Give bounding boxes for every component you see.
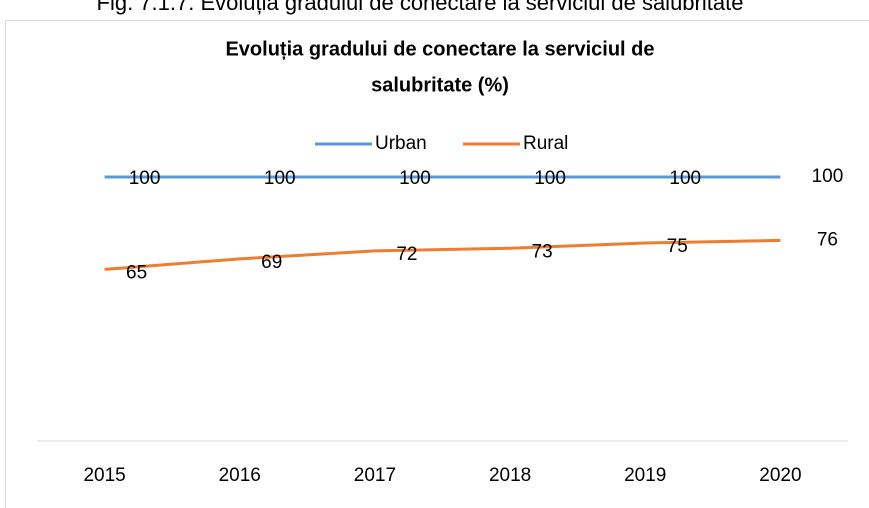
- data-label: 75: [667, 236, 688, 257]
- data-label: 100: [129, 168, 161, 189]
- x-tick-label: 2018: [489, 465, 531, 486]
- caption: Fig. 7.1.7. Evoluția gradului de conecta…: [97, 0, 744, 15]
- line-series: [104, 238, 781, 271]
- chart-border: [5, 20, 869, 508]
- data-label: 76: [817, 229, 838, 250]
- data-label: 100: [812, 166, 844, 187]
- data-label: 65: [126, 262, 147, 283]
- legend-label: Rural: [523, 133, 568, 154]
- data-label: 100: [669, 168, 701, 189]
- x-tick-label: 2016: [219, 465, 261, 486]
- data-label: 73: [532, 241, 553, 262]
- data-label: 69: [261, 252, 282, 273]
- x-tick-label: 2019: [624, 465, 666, 486]
- x-tick-label: 2015: [83, 465, 125, 486]
- data-label: 100: [399, 168, 431, 189]
- data-label: 100: [534, 168, 566, 189]
- chart-title: Evoluția gradului de conectare la servic…: [225, 38, 654, 60]
- data-label: 72: [396, 244, 417, 265]
- legend-label: Urban: [375, 133, 427, 154]
- x-tick-label: 2020: [759, 465, 801, 486]
- chart-title: salubritate (%): [371, 74, 509, 96]
- data-label: 100: [264, 168, 296, 189]
- x-tick-label: 2017: [354, 465, 396, 486]
